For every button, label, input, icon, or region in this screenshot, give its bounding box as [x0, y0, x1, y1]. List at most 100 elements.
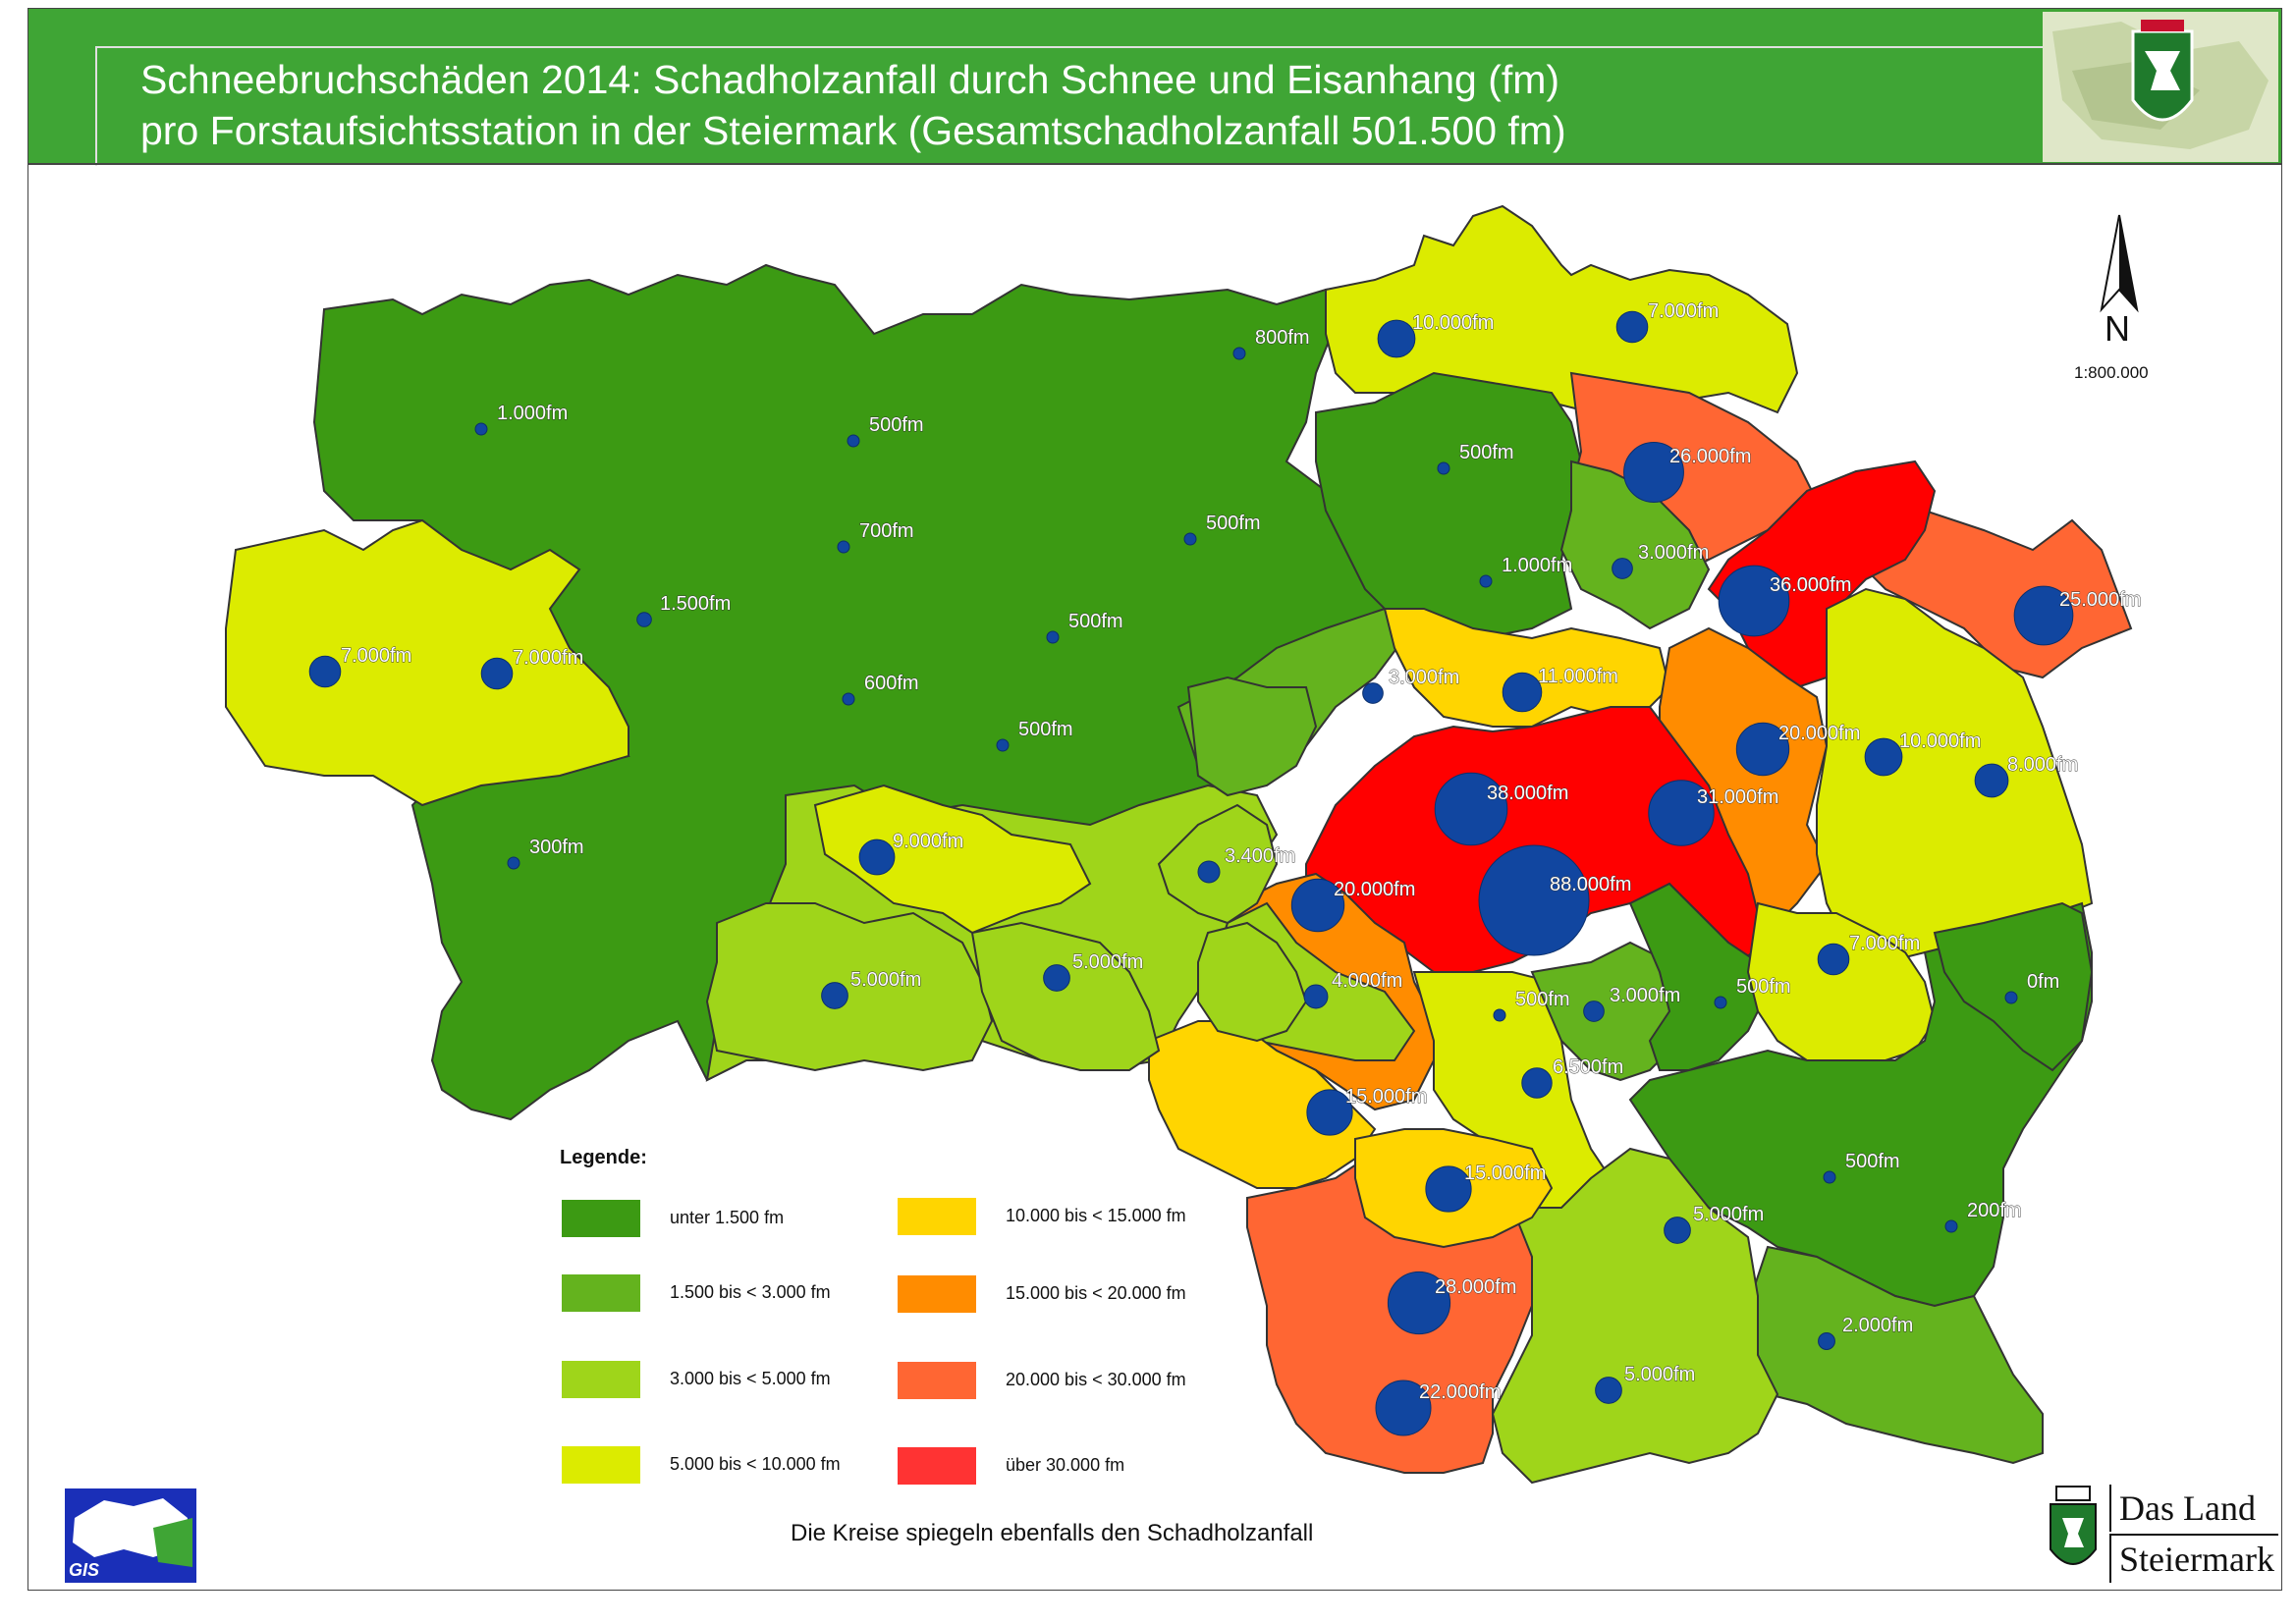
station-label: 300fm	[529, 837, 584, 858]
station-circle	[1478, 844, 1590, 956]
station-circle	[1583, 1001, 1605, 1022]
station-label: 5.000fm	[850, 969, 921, 991]
station-label: 0fm	[2027, 971, 2059, 993]
station-label: 200fm	[1967, 1200, 2022, 1221]
district-polygons	[225, 204, 2133, 1485]
station-label: 5.000fm	[1693, 1204, 1764, 1225]
station-label: 5.000fm	[1072, 951, 1143, 973]
legend-swatch	[898, 1362, 976, 1399]
station-circle	[996, 738, 1010, 752]
district-region	[1315, 371, 1583, 640]
styria-crest-icon	[2050, 1486, 2097, 1565]
station-circle	[821, 982, 848, 1009]
station-label: 36.000fm	[1770, 574, 1851, 596]
station-label: 500fm	[1736, 976, 1791, 998]
station-circle	[636, 612, 652, 627]
station-circle	[1817, 943, 1850, 976]
station-label: 10.000fm	[1412, 312, 1494, 334]
district-region	[1157, 803, 1279, 925]
legend-label: 20.000 bis < 30.000 fm	[1006, 1370, 1186, 1389]
station-circle	[1823, 1170, 1836, 1184]
station-label: 3.000fm	[1638, 542, 1709, 564]
station-label: 500fm	[1515, 989, 1570, 1010]
station-circle	[1648, 780, 1715, 846]
station-label: 7.000fm	[513, 647, 583, 669]
legend-title: Legende:	[560, 1147, 647, 1168]
station-label: 11.000fm	[1538, 666, 1618, 687]
station-circle	[480, 657, 514, 690]
station-circle	[858, 839, 896, 876]
station-labels: 1.000fm 500fm 800fm 10.000fm 7.000fm 700fm 500…	[341, 300, 2142, 1404]
station-label: 700fm	[859, 520, 914, 542]
north-label: N	[2105, 308, 2130, 349]
station-circle	[507, 856, 520, 870]
legend-label: 15.000 bis < 20.000 fm	[1006, 1283, 1186, 1303]
station-label: 500fm	[869, 414, 924, 436]
station-circle	[837, 540, 850, 554]
district-region	[1933, 901, 2094, 1072]
legend-swatch	[898, 1447, 976, 1485]
title-bar	[28, 9, 2281, 166]
brand-line2: Steiermark	[2109, 1534, 2278, 1583]
station-label: 20.000fm	[1334, 879, 1415, 900]
brand-line1: Das Land	[2109, 1485, 2278, 1532]
station-label: 800fm	[1255, 327, 1310, 349]
station-circle	[1735, 722, 1790, 777]
scale-label: 1:800.000	[2074, 363, 2149, 382]
legend-swatch	[898, 1198, 976, 1235]
station-label: 28.000fm	[1435, 1276, 1516, 1298]
station-label: 38.000fm	[1487, 783, 1568, 804]
station-circle	[1944, 1219, 1958, 1233]
station-circle	[1502, 672, 1543, 713]
station-circle	[2013, 585, 2074, 646]
district-region	[1628, 882, 1770, 1071]
station-label: 22.000fm	[1419, 1381, 1501, 1403]
legend-label: 3.000 bis < 5.000 fm	[670, 1369, 831, 1388]
station-circle	[842, 692, 855, 706]
station-label: 600fm	[864, 673, 919, 694]
styria-crest-thumbnail	[2043, 12, 2278, 162]
legend-label: 10.000 bis < 15.000 fm	[1006, 1206, 1186, 1225]
station-circle	[1387, 1271, 1451, 1335]
station-label: 10.000fm	[1899, 730, 1981, 752]
station-label: 26.000fm	[1669, 446, 1751, 467]
station-circle	[1615, 310, 1649, 344]
map-title-line1: Schneebruchschäden 2014: Schadholzanfall…	[140, 57, 1560, 102]
district-region	[705, 902, 994, 1072]
legend-swatch	[562, 1200, 640, 1237]
legend-label: unter 1.500 fm	[670, 1208, 785, 1227]
station-label: 3.000fm	[1610, 985, 1680, 1006]
station-label: 2.000fm	[1842, 1315, 1913, 1336]
station-label: 15.000fm	[1345, 1086, 1427, 1108]
station-circle	[1714, 996, 1727, 1009]
north-arrow-icon	[2080, 211, 2159, 349]
station-circle	[1043, 964, 1070, 992]
station-circle	[2004, 991, 2018, 1004]
station-circle	[1521, 1067, 1553, 1099]
map-frame	[27, 8, 2282, 1591]
station-circle	[1434, 772, 1508, 846]
station-label: 1.000fm	[497, 403, 568, 424]
station-label: 7.000fm	[341, 645, 411, 667]
legend-swatch	[898, 1275, 976, 1313]
station-circle	[1718, 565, 1790, 637]
station-label: 8.000fm	[2007, 754, 2078, 776]
legend-label: 1.500 bis < 3.000 fm	[670, 1282, 831, 1302]
station-circle	[1437, 461, 1450, 475]
station-label: 500fm	[1206, 513, 1261, 534]
station-circle	[1479, 574, 1493, 588]
legend-label: 5.000 bis < 10.000 fm	[670, 1454, 841, 1474]
header-divider	[27, 163, 2282, 165]
station-label: 6.500fm	[1553, 1056, 1623, 1078]
station-label: 15.000fm	[1464, 1163, 1546, 1184]
station-circle	[1664, 1217, 1691, 1244]
station-label: 88.000fm	[1550, 874, 1631, 895]
station-label: 500fm	[1068, 611, 1123, 632]
district-region	[1186, 676, 1318, 797]
station-label: 9.000fm	[893, 831, 963, 852]
station-label: 7.000fm	[1849, 933, 1920, 954]
station-circle	[1046, 630, 1060, 644]
station-circle	[1425, 1165, 1472, 1213]
district-region	[1325, 204, 1799, 414]
